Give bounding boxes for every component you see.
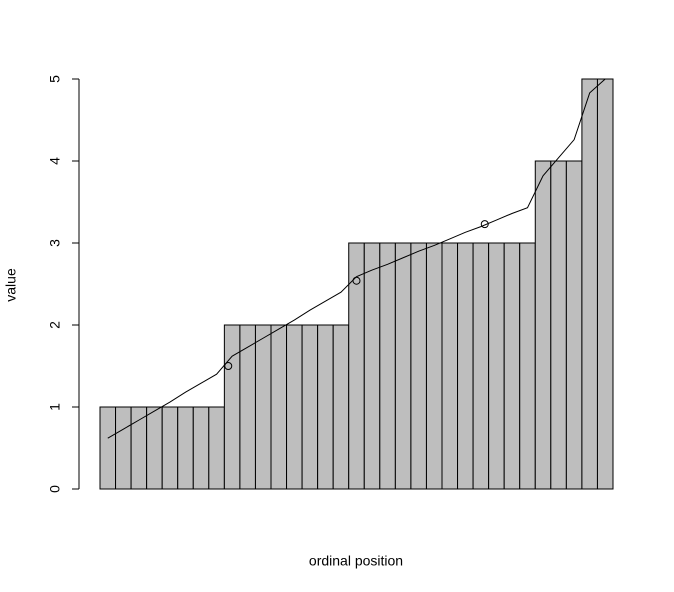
bar — [270, 324, 288, 490]
bar — [146, 406, 163, 490]
bar — [596, 78, 614, 490]
bar — [99, 406, 117, 490]
y-axis-label: value — [3, 268, 19, 302]
bar — [115, 406, 132, 490]
bar — [208, 406, 225, 490]
point — [224, 362, 233, 370]
bar — [503, 242, 521, 490]
bar — [581, 78, 598, 490]
point — [480, 220, 489, 229]
bar — [317, 324, 334, 490]
bar — [550, 160, 567, 490]
bar — [379, 242, 396, 490]
bar — [457, 242, 474, 490]
bar — [488, 242, 505, 490]
bar — [472, 242, 490, 490]
bar — [130, 406, 148, 490]
bar — [565, 160, 583, 490]
y-tick-label: 1 — [47, 403, 63, 411]
bar — [348, 242, 365, 490]
point — [352, 276, 361, 285]
bar — [286, 324, 303, 490]
bar — [223, 324, 241, 490]
bar — [394, 242, 412, 490]
bar — [254, 324, 272, 490]
bar — [332, 324, 350, 490]
y-tick-label: 0 — [47, 485, 63, 493]
y-tick-label: 4 — [47, 157, 63, 165]
bar — [534, 160, 552, 490]
trend-line — [107, 78, 606, 439]
bar — [239, 324, 256, 490]
x-axis-label: ordinal position — [309, 553, 403, 569]
bar — [425, 242, 443, 490]
bar — [192, 406, 210, 490]
bar — [519, 242, 536, 490]
bar — [301, 324, 319, 490]
bar — [177, 406, 194, 490]
bar — [363, 242, 381, 490]
y-tick-label: 2 — [47, 321, 63, 329]
y-tick-label: 3 — [47, 239, 63, 247]
bar — [410, 242, 427, 490]
bar — [161, 406, 179, 490]
y-tick-label: 5 — [47, 75, 63, 83]
bar — [441, 242, 459, 490]
